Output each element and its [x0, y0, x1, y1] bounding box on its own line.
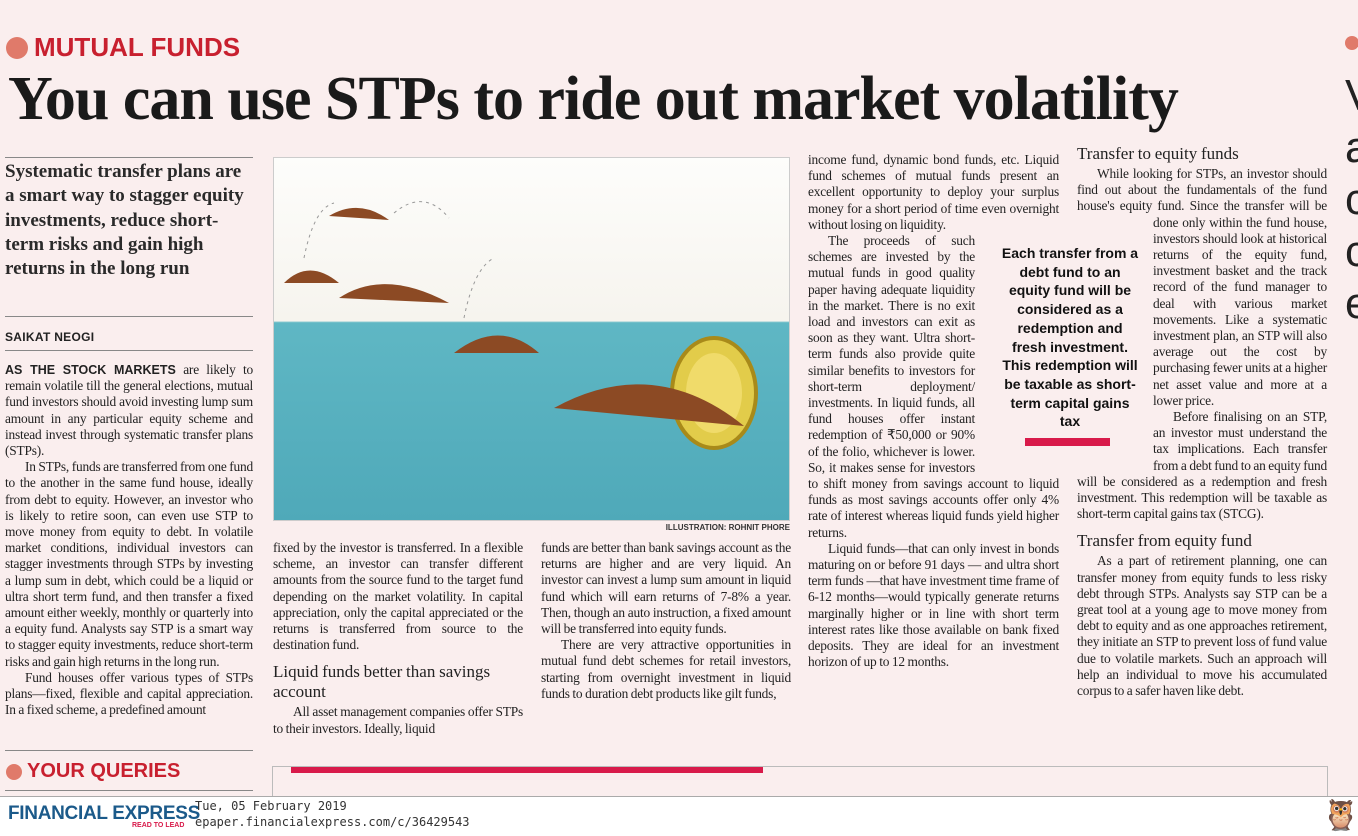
illustration-credit: ILLUSTRATION: ROHNIT PHORE — [665, 523, 790, 532]
next-article-fragment — [1345, 36, 1358, 50]
pull-quote-bar — [1025, 438, 1110, 446]
lead-in: AS THE STOCK MARKETS — [5, 363, 176, 377]
paragraph: In STPs, funds are transferred from one … — [5, 459, 253, 669]
pull-quote: Each transfer from a debt fund to an equ… — [1001, 245, 1139, 430]
next-article-headline-fragment: Vacce — [1345, 71, 1358, 328]
paragraph: All asset management companies offer STP… — [273, 704, 523, 736]
divider — [5, 790, 253, 791]
divider — [5, 316, 253, 317]
paragraph: While looking for STPs, an investor shou… — [1077, 166, 1327, 408]
section-kicker: MUTUAL FUNDS — [6, 32, 240, 63]
edition-date: Tue, 05 February 2019 — [195, 799, 347, 813]
divider — [5, 350, 253, 351]
paragraph: Fund houses offer various types of STPs … — [5, 669, 253, 718]
illustration — [273, 157, 790, 521]
brand-tagline: READ TO LEAD — [132, 822, 185, 829]
paragraph: funds are better than bank savings accou… — [541, 540, 791, 637]
paragraph: fixed by the investor is transferred. In… — [273, 540, 523, 653]
paragraph: As a part of retirement planning, one ca… — [1077, 553, 1327, 699]
standfirst: Systematic transfer plans are a smart wa… — [5, 161, 244, 280]
subheading: Transfer from equity fund — [1077, 531, 1252, 551]
paragraph: Before finalising on an STP, an investor… — [1077, 409, 1327, 522]
bullet-dot-icon — [6, 763, 22, 780]
edition-url[interactable]: epaper.financialexpress.com/c/36429543 — [195, 814, 470, 829]
edition-meta: Tue, 05 February 2019 epaper.financialex… — [195, 799, 470, 830]
divider — [5, 750, 253, 751]
subheading: Liquid funds better than savings account — [273, 662, 491, 702]
bullet-dot-icon — [6, 36, 28, 59]
queries-bar — [291, 767, 763, 773]
article-column-4: income fund, dynamic bond funds, etc. Li… — [808, 152, 1059, 671]
section-label: MUTUAL FUNDS — [34, 32, 241, 62]
queries-label: YOUR QUERIES — [27, 760, 181, 782]
byline: SAIKAT NEOGI — [5, 330, 95, 344]
article-column-5: Transfer to equity funds While looking f… — [1077, 144, 1327, 699]
article-column-1: AS THE STOCK MARKETS are likely to remai… — [5, 362, 253, 718]
article-column-3: funds are better than bank savings accou… — [541, 540, 791, 702]
subheading: Transfer to equity funds — [1077, 144, 1239, 163]
illustration-graphic — [284, 201, 758, 450]
footer-bar — [0, 796, 1358, 836]
paragraph: income fund, dynamic bond funds, etc. Li… — [808, 152, 1059, 232]
divider — [5, 157, 253, 158]
brand-logo[interactable]: FINANCIAL EXPRESS — [8, 803, 200, 824]
owl-mascot-icon[interactable]: 🦉 — [1322, 799, 1356, 832]
queries-section-label: YOUR QUERIES — [6, 760, 180, 783]
headline: You can use STPs to ride out market vola… — [8, 65, 1179, 133]
queries-box — [272, 766, 1328, 796]
paragraph: The proceeds of such schemes are investe… — [808, 233, 1059, 540]
paragraph: are likely to remain volatile till the g… — [5, 362, 253, 459]
bullet-dot-icon — [1345, 36, 1358, 50]
paragraph: There are very attractive opportunities … — [541, 637, 791, 701]
article-column-2: fixed by the investor is transferred. In… — [273, 540, 523, 737]
paragraph: Liquid funds—that can only invest in bon… — [808, 540, 1059, 670]
